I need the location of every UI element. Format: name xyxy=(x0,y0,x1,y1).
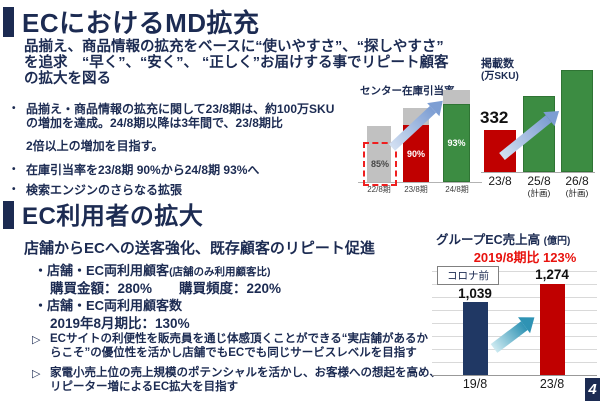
sales-chart-title-text: グループEC売上高 xyxy=(436,233,541,247)
inventory-chart-title: センター在庫引当率 xyxy=(360,85,455,97)
axis-tick-label: 23/8 xyxy=(488,174,512,188)
arrow-point-text: 家電小売上位の売上規模のポテンシャルを活かし、お客様への想起を高め、 リピーター… xyxy=(50,367,450,394)
arrow-point-line: らこそ”の優位性を活かし店舗でもECでも同じサービスレベルを目指す xyxy=(50,346,417,359)
bullet-text: 検索エンジンのさらなる拡張 xyxy=(26,183,183,197)
bullet-text-line: の増加を達成。24/8期以降は3年間で、23/8期比 xyxy=(26,116,283,130)
axis-tick-label: 22/8期 xyxy=(367,185,391,194)
inventory-bar-22-8 xyxy=(367,126,391,182)
axis-tick-sublabel: (計画) xyxy=(565,188,589,198)
arrowhead-bullet-icon: ▷ xyxy=(32,334,41,346)
sales-bar-19-8 xyxy=(463,302,488,375)
bar-value-label: 1,274 xyxy=(535,267,569,282)
sales-bar-23-8 xyxy=(540,284,565,375)
sales-chart-gridlines xyxy=(432,271,597,376)
list-item: • 品揃え・商品情報の拡充に関して23/8期は、約100万SKU の増加を達成。… xyxy=(12,102,334,153)
pre-covid-badge: コロナ前 xyxy=(437,266,499,285)
page-number: 4 xyxy=(585,378,600,401)
axis-tick-label: 26/8 xyxy=(565,174,589,188)
section-users-subtitle: 店舗からECへの送客強化、既存顧客のリピート促進 xyxy=(24,240,375,257)
sales-chart-unit: (億円) xyxy=(543,236,571,247)
section-users-accent-bar xyxy=(3,201,14,229)
inventory-bar-24-8-cap xyxy=(443,90,470,104)
users-item-label: ・店舗・EC両利用顧客 xyxy=(34,263,170,278)
bar-value-label: 90% xyxy=(406,148,425,159)
bullet-text-line: 2倍以上の増加を目指す。 xyxy=(26,139,164,153)
arrow-point-text: ECサイトの利便性を販売員を通じ体感頂くことができる“実店舗があるか らこそ”の… xyxy=(50,333,450,360)
sales-highlight: 2019/8期比 123% xyxy=(473,250,577,265)
section-md-title: ECにおけるMD拡充 xyxy=(22,8,260,38)
axis-tick-label: 23/8期 xyxy=(404,185,428,194)
subtitle-line: を追求 “早く”、“安く”、 “正しく”お届けする事でリピート顧客 xyxy=(24,55,449,71)
users-arrow-point-list: ▷ ECサイトの利便性を販売員を通じ体感頂くことができる“実店舗があるか らこそ… xyxy=(32,333,450,401)
list-item: • 在庫引当率を23/8期 90%から24/8期 93%へ xyxy=(12,163,334,177)
arrow-point-line: リピーター増によるEC拡大を目指す xyxy=(50,380,239,393)
list-item: ▷ 家電小売上位の売上規模のポテンシャルを活かし、お客様への想起を高め、 リピー… xyxy=(32,367,450,394)
users-item-2: ・店舗・EC両利用顧客数 xyxy=(34,298,183,313)
listings-chart-unit: (万SKU) xyxy=(481,71,519,82)
users-item-1-detail: 購買金額：280% 購買頻度：220% xyxy=(50,281,282,296)
arrowhead-bullet-icon: ▷ xyxy=(32,368,41,380)
subtitle-line: 品揃え、商品情報の拡充をベースに“使いやすさ”、“探しやすさ” xyxy=(24,39,444,55)
arrow-point-line: ECサイトの利便性を販売員を通じ体感頂くことができる“実店舗があるか xyxy=(50,333,428,345)
arrow-point-line: 家電小売上位の売上規模のポテンシャルを活かし、お客様への想起を高め、 xyxy=(50,367,441,379)
list-item: • 検索エンジンのさらなる拡張 xyxy=(12,183,334,197)
section-md-subtitle: 品揃え、商品情報の拡充をベースに“使いやすさ”、“探しやすさ” を追求 “早く”… xyxy=(24,39,449,87)
bar-value-label: 93% xyxy=(447,138,466,148)
bullet-icon: • xyxy=(12,103,16,114)
users-item-2-detail: 2019年8月期比：130% xyxy=(50,316,190,331)
md-bullet-list: • 品揃え・商品情報の拡充に関して23/8期は、約100万SKU の増加を達成。… xyxy=(12,102,334,197)
bullet-text: 在庫引当率を23/8期 90%から24/8期 93%へ xyxy=(26,163,260,177)
axis-tick-label: 25/8 xyxy=(527,174,551,188)
inventory-dashed-target-box: 85% xyxy=(363,142,397,186)
listings-value-label: 332 xyxy=(480,108,509,127)
list-item: ▷ ECサイトの利便性を販売員を通じ体感頂くことができる“実店舗があるか らこそ… xyxy=(32,333,450,360)
axis-tick-label: 24/8期 xyxy=(445,185,469,194)
users-item-note: (店舗のみ利用顧客比) xyxy=(169,266,271,278)
inventory-bar-24-8: 93% xyxy=(443,104,470,182)
bullet-icon: • xyxy=(12,164,16,175)
bar-value-label: 85% xyxy=(370,159,389,169)
subtitle-line: の拡大を図る xyxy=(24,71,111,87)
listings-chart-title: 掲載数 xyxy=(481,58,514,70)
bullet-icon: • xyxy=(12,184,16,195)
users-item-1: ・店舗・EC両利用顧客(店舗のみ利用顧客比) xyxy=(34,260,271,279)
bullet-text: 品揃え・商品情報の拡充に関して23/8期は、約100万SKU の増加を達成。24… xyxy=(26,102,334,153)
section-users-title: EC利用者の拡大 xyxy=(22,203,204,230)
listings-bar-26-8 xyxy=(561,70,593,172)
listings-chart-axis xyxy=(481,172,595,173)
axis-tick-label: 19/8 xyxy=(462,377,488,391)
sales-chart-title: グループEC売上高 (億円) xyxy=(436,229,570,248)
axis-tick-label: 23/8 xyxy=(539,377,565,391)
inventory-chart-axis xyxy=(358,182,482,183)
bullet-text-line: 品揃え・商品情報の拡充に関して23/8期は、約100万SKU xyxy=(26,102,335,116)
axis-tick-sublabel: (計画) xyxy=(527,188,551,198)
bar-value-label: 1,039 xyxy=(458,286,492,301)
section-md-accent-bar xyxy=(3,7,14,37)
